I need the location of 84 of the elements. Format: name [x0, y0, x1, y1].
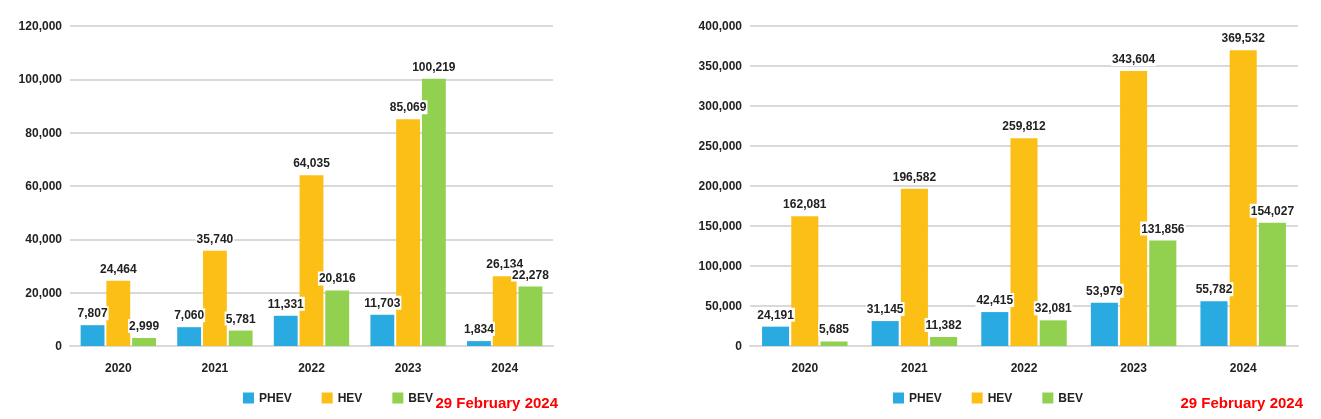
- bar: [1258, 222, 1286, 346]
- bar: [370, 314, 395, 346]
- y-tick-label: 80,000: [25, 125, 63, 140]
- bar: [1090, 302, 1118, 346]
- bar: [1149, 240, 1177, 346]
- y-tick-label: 200,000: [698, 179, 743, 193]
- data-label: 11,703: [364, 295, 401, 310]
- legend-label: BEV: [1058, 391, 1084, 405]
- data-label: 53,979: [1086, 283, 1124, 298]
- bar: [981, 312, 1009, 346]
- y-tick-label: 300,000: [698, 99, 743, 113]
- bar: [1200, 301, 1228, 346]
- legend-label: HEV: [337, 391, 363, 405]
- y-tick-label: 40,000: [25, 232, 63, 247]
- data-label: 55,782: [1195, 282, 1233, 297]
- bar: [762, 326, 790, 346]
- data-label: 154,027: [1250, 203, 1295, 218]
- bar: [80, 325, 105, 346]
- bar: [871, 321, 899, 346]
- data-label: 35,740: [196, 231, 234, 246]
- y-tick-label: 100,000: [698, 259, 743, 273]
- data-label: 343,604: [1111, 52, 1156, 67]
- y-tick-label: 100,000: [18, 72, 63, 87]
- y-tick-label: 350,000: [698, 59, 743, 73]
- data-label: 11,382: [925, 317, 962, 332]
- bar: [1039, 320, 1067, 346]
- x-tick-label: 2022: [298, 361, 326, 375]
- data-label: 24,464: [99, 261, 137, 276]
- data-label: 1,834: [463, 322, 495, 337]
- y-tick-label: 120,000: [18, 19, 63, 33]
- legend-label: HEV: [987, 391, 1013, 405]
- y-tick-label: 0: [55, 339, 63, 353]
- x-tick-label: 2021: [201, 361, 229, 375]
- data-label: 100,219: [412, 59, 456, 74]
- bar: [325, 290, 350, 346]
- bar: [202, 250, 227, 346]
- bar: [132, 338, 156, 346]
- x-tick-label: 2023: [1120, 361, 1148, 375]
- x-tick-label: 2023: [394, 361, 422, 375]
- y-tick-label: 20,000: [25, 285, 63, 300]
- x-tick-label: 2021: [901, 361, 929, 375]
- data-label: 2,999: [129, 319, 160, 333]
- data-label: 259,812: [1002, 119, 1047, 134]
- bar: [106, 280, 131, 346]
- bar: [273, 315, 298, 346]
- legend-label: BEV: [408, 391, 434, 405]
- text: 29 February 2024: [1180, 394, 1304, 411]
- data-label: 196,582: [892, 169, 937, 184]
- data-label: 42,415: [976, 293, 1014, 308]
- y-tick-label: 400,000: [698, 19, 743, 33]
- bar: [930, 336, 958, 346]
- data-label: 5,781: [225, 311, 256, 326]
- y-tick-label: 250,000: [698, 139, 743, 153]
- data-label: 5,685: [819, 322, 850, 337]
- legend-label: PHEV: [259, 391, 292, 405]
- bar: [518, 286, 543, 346]
- data-label: 32,081: [1034, 301, 1072, 316]
- data-label: 31,145: [866, 302, 904, 317]
- data-label: 131,856: [1141, 221, 1185, 236]
- x-tick-label: 2022: [1010, 361, 1038, 375]
- data-label: 85,069: [389, 100, 427, 115]
- x-tick-label: 2020: [791, 361, 819, 375]
- text: 29 February 2024: [435, 394, 559, 411]
- data-label: 369,532: [1221, 31, 1266, 46]
- y-tick-label: 150,000: [698, 219, 743, 233]
- data-label: 7,060: [174, 308, 205, 323]
- x-tick-label: 2024: [491, 361, 519, 375]
- bar: [467, 341, 491, 346]
- data-label: 22,278: [512, 267, 550, 282]
- x-tick-label: 2024: [1229, 361, 1257, 375]
- x-tick-label: 2020: [104, 361, 132, 375]
- data-label: 20,816: [318, 271, 356, 286]
- y-tick-label: 50,000: [705, 299, 743, 313]
- data-label: 7,807: [77, 306, 108, 321]
- data-label: 24,191: [757, 307, 795, 322]
- bar: [228, 330, 253, 346]
- legend-label: PHEV: [909, 391, 942, 405]
- data-label: 64,035: [293, 156, 331, 171]
- bar: [177, 327, 202, 346]
- bar: [820, 341, 848, 346]
- y-tick-label: 0: [735, 339, 743, 353]
- data-label: 11,331: [267, 296, 305, 311]
- y-tick-label: 60,000: [25, 179, 63, 193]
- data-label: 162,081: [783, 197, 827, 212]
